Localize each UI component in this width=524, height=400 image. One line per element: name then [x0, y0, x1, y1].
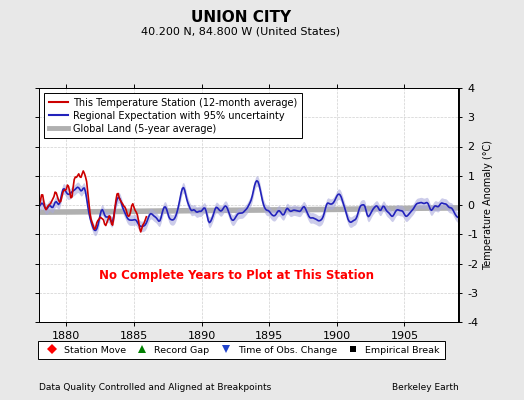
- Text: Berkeley Earth: Berkeley Earth: [392, 383, 458, 392]
- Text: UNION CITY: UNION CITY: [191, 10, 291, 25]
- Legend: Station Move, Record Gap, Time of Obs. Change, Empirical Break: Station Move, Record Gap, Time of Obs. C…: [38, 341, 444, 359]
- Text: Data Quality Controlled and Aligned at Breakpoints: Data Quality Controlled and Aligned at B…: [39, 383, 271, 392]
- Legend: This Temperature Station (12-month average), Regional Expectation with 95% uncer: This Temperature Station (12-month avera…: [44, 93, 302, 138]
- Text: No Complete Years to Plot at This Station: No Complete Years to Plot at This Statio…: [99, 269, 374, 282]
- Text: 40.200 N, 84.800 W (United States): 40.200 N, 84.800 W (United States): [141, 26, 341, 36]
- Y-axis label: Temperature Anomaly (°C): Temperature Anomaly (°C): [483, 140, 493, 270]
